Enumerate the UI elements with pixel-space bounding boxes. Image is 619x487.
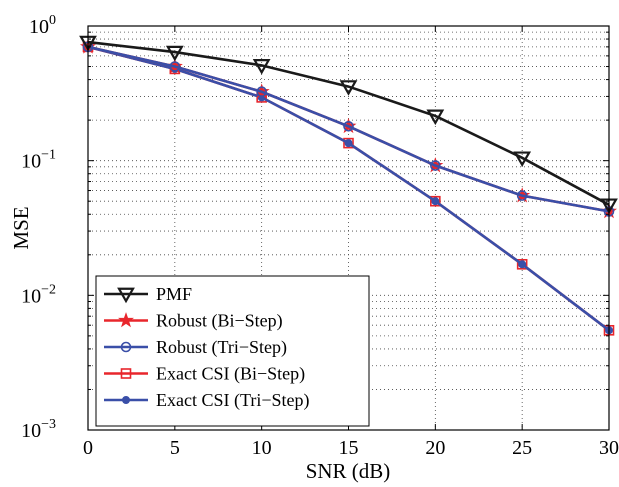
y-axis-label: MSE xyxy=(9,206,33,249)
data-point xyxy=(426,109,445,126)
data-point xyxy=(518,260,527,269)
legend-marker xyxy=(120,368,132,379)
legend-entry: Exact CSI (Tri−Step) xyxy=(104,390,309,411)
data-point xyxy=(343,120,354,132)
legend-box xyxy=(95,275,370,427)
legend-label: Exact CSI (Tri−Step) xyxy=(156,390,309,411)
ticks: 0 5 10 15 20 25 30 100 10−1 10−2 10−3 xyxy=(21,13,619,459)
legend-marker xyxy=(122,396,130,404)
data-point xyxy=(343,137,354,149)
data-point xyxy=(516,190,528,201)
legend-marker xyxy=(117,287,135,304)
legend-label: Robust (Tri−Step) xyxy=(156,337,287,358)
data-point xyxy=(256,86,267,98)
data-point xyxy=(344,139,353,148)
data-point xyxy=(339,80,358,96)
y-tick-label: 100 xyxy=(29,13,56,38)
series-pmf xyxy=(79,35,618,215)
x-tick-label: 0 xyxy=(83,437,93,459)
series-layer xyxy=(79,35,618,336)
x-tick-label: 15 xyxy=(339,437,359,459)
legend-entry: PMF xyxy=(104,284,192,304)
x-tick-label: 20 xyxy=(425,437,445,459)
x-axis-label: SNR (dB) xyxy=(306,459,391,483)
x-tick-label: 30 xyxy=(599,437,619,459)
y-tick-label: 10−1 xyxy=(21,148,56,173)
data-point xyxy=(430,195,441,207)
x-tick-label: 5 xyxy=(170,437,180,459)
legend-marker xyxy=(118,312,134,328)
legend-entry: Exact CSI (Bi−Step) xyxy=(104,364,305,385)
x-tick-label: 25 xyxy=(512,437,532,459)
series-line xyxy=(87,45,610,213)
data-point xyxy=(252,59,271,75)
data-point xyxy=(431,197,440,206)
legend-entry: Robust (Bi−Step) xyxy=(104,311,283,332)
y-tick-label: 10−3 xyxy=(21,417,56,442)
legend-label: Robust (Bi−Step) xyxy=(156,311,283,332)
data-point xyxy=(513,151,532,168)
y-tick-label: 10−2 xyxy=(21,282,56,307)
series-robust-tri-step xyxy=(82,41,615,217)
data-point xyxy=(165,45,184,62)
series-line xyxy=(87,40,610,206)
legend-entry: Robust (Tri−Step) xyxy=(104,337,287,358)
x-tick-label: 10 xyxy=(252,437,272,459)
data-point xyxy=(430,160,441,171)
data-point xyxy=(169,61,181,72)
legend-label: PMF xyxy=(156,284,192,304)
data-point xyxy=(516,258,528,270)
legend: PMF Robust (Bi−Step) Robust (Tri−Step) Exac… xyxy=(95,275,370,427)
legend-marker xyxy=(120,341,132,353)
legend-label: Exact CSI (Bi−Step) xyxy=(156,364,305,385)
